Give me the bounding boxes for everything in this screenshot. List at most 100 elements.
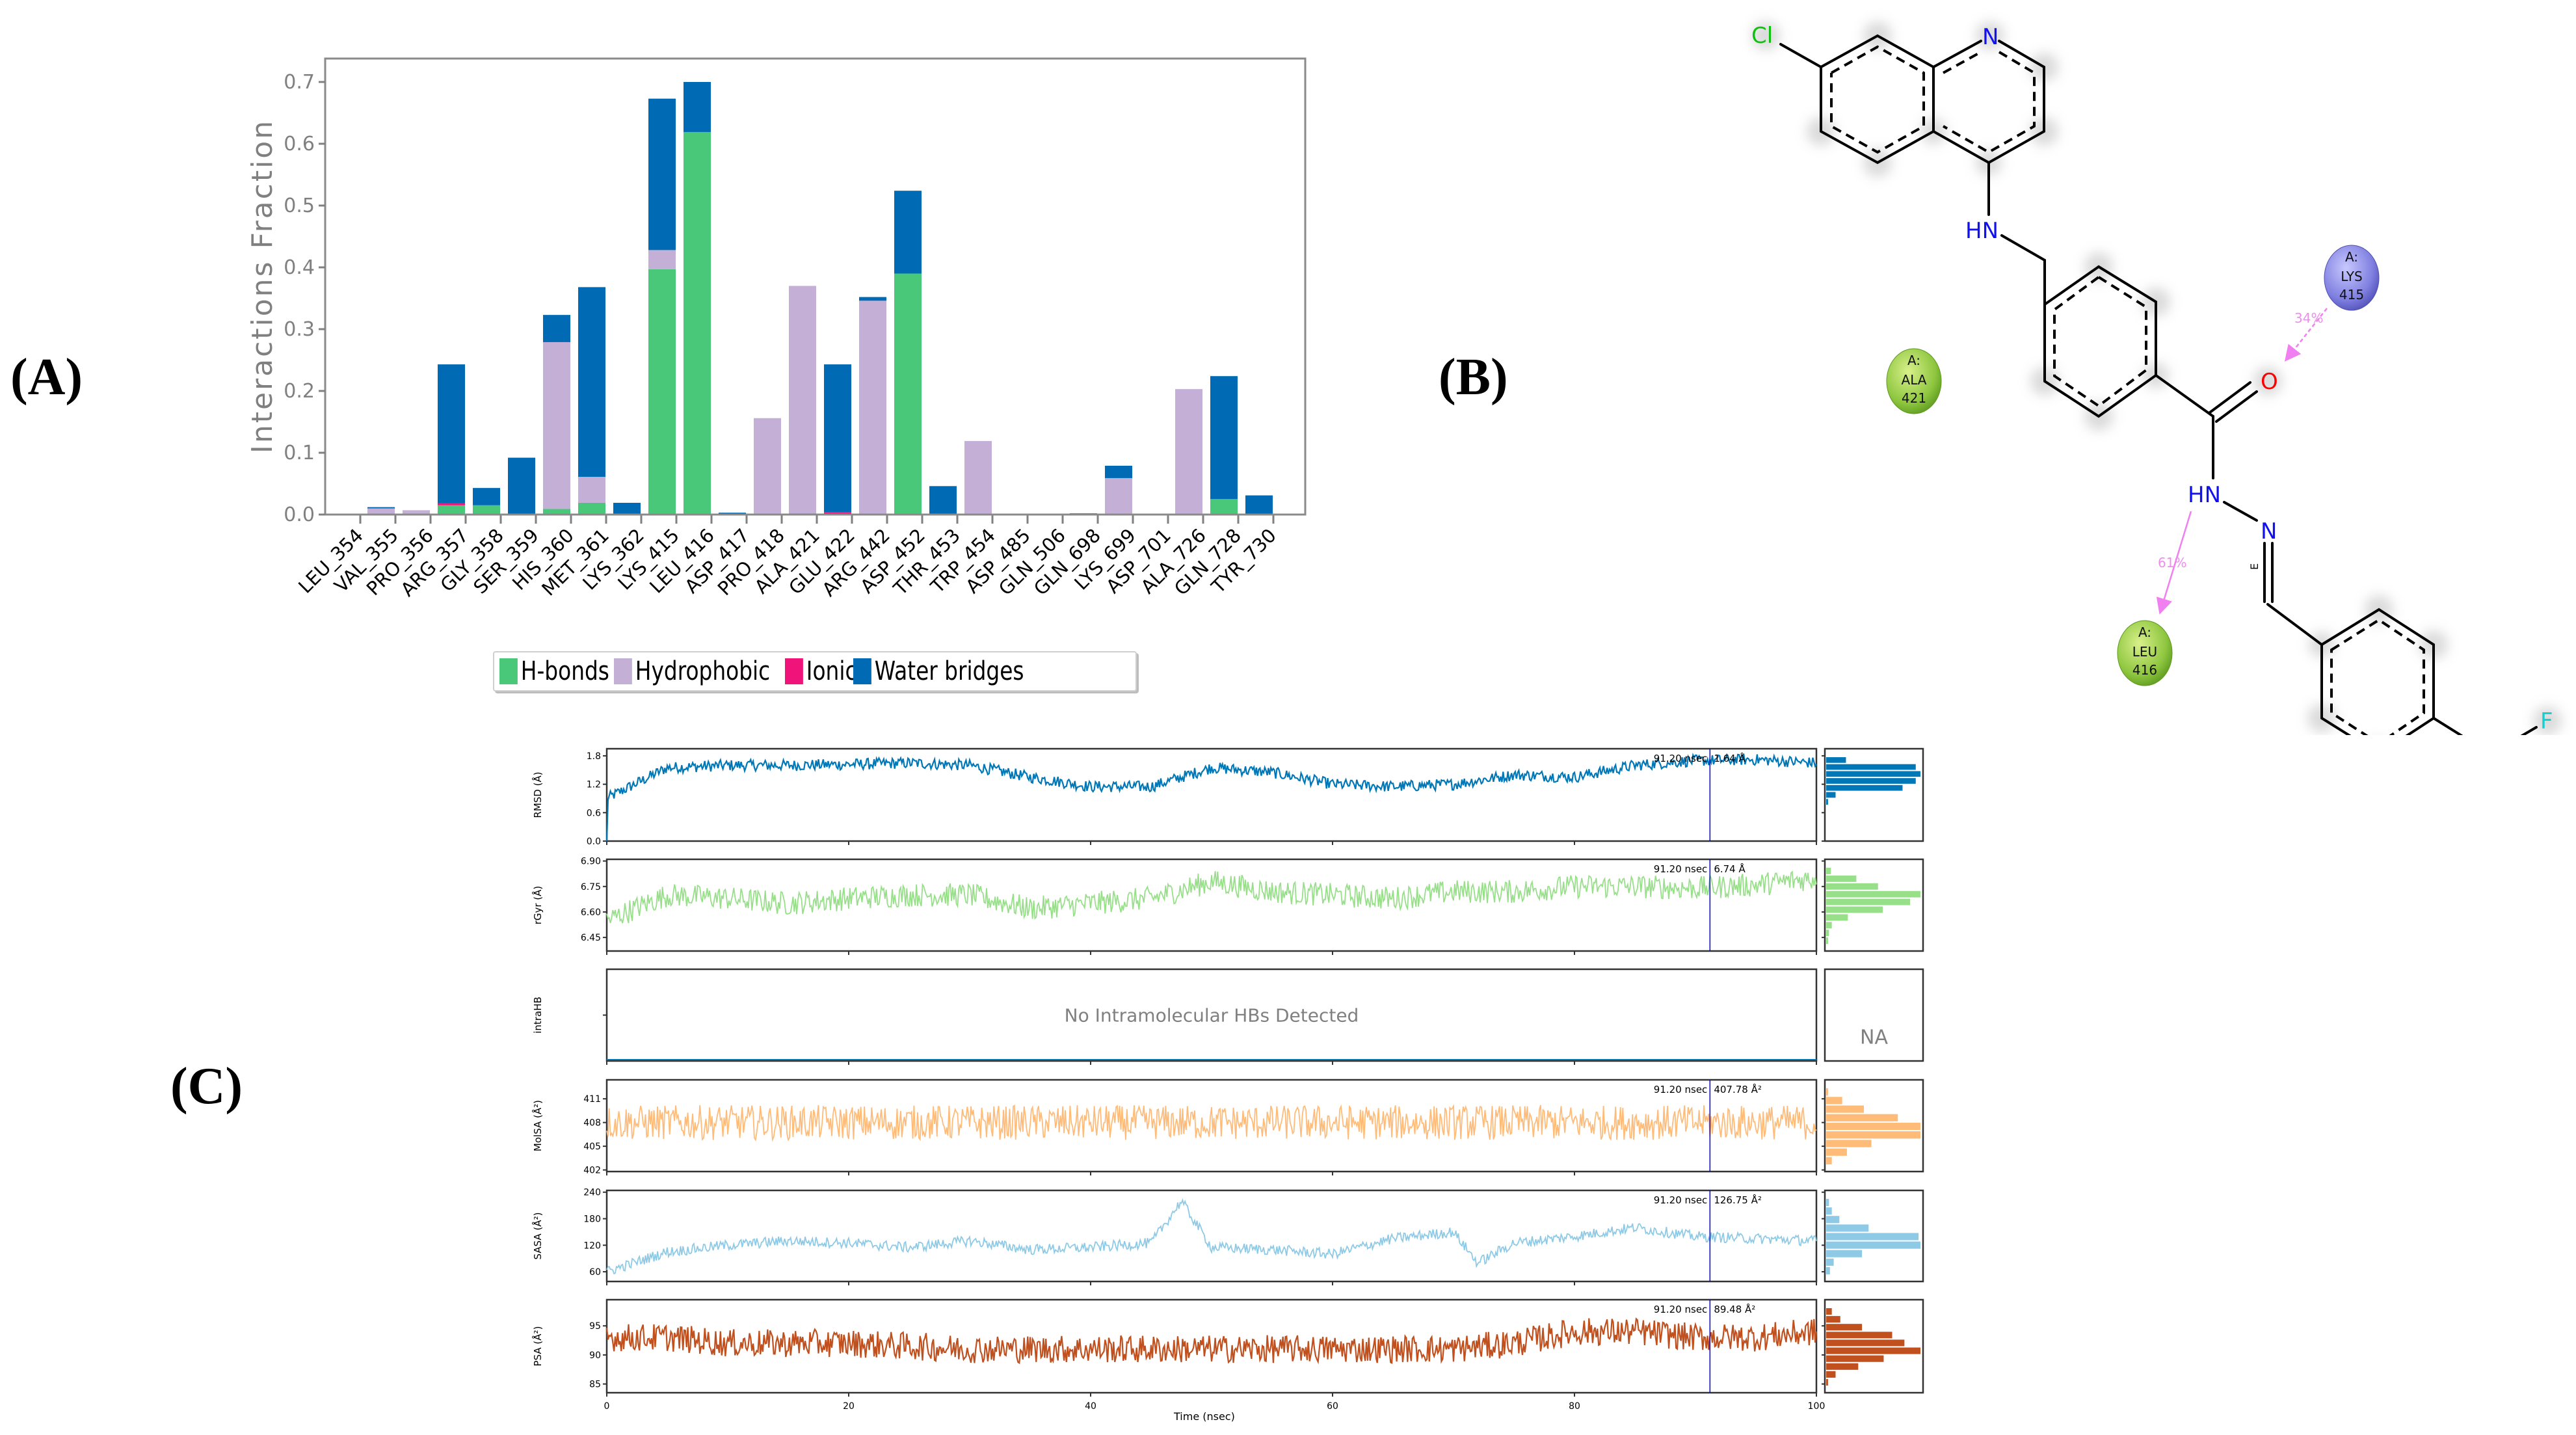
y-tick-label: 402 <box>583 1166 601 1176</box>
atom-cl: Cl <box>1751 23 1773 49</box>
histogram-bar <box>1826 757 1846 763</box>
panel-label-b: (B) <box>1439 349 1508 406</box>
histogram-bar <box>1826 875 1857 882</box>
histogram-bar <box>1826 922 1832 929</box>
time-series-line <box>605 1317 1818 1365</box>
histogram-bar <box>1826 883 1878 890</box>
bar-segment <box>754 418 781 515</box>
y-tick-label: 411 <box>583 1094 601 1105</box>
x-tick-label: 60 <box>1327 1401 1338 1412</box>
histogram-bar <box>1826 1097 1842 1105</box>
bar-segment <box>824 364 851 513</box>
bar-segment <box>1175 389 1202 515</box>
histogram-bar <box>1826 1199 1829 1207</box>
bar-segment <box>1210 499 1238 515</box>
residue-leu416: A: LEU 416 <box>2117 620 2173 686</box>
histogram-bar <box>1826 1148 1847 1156</box>
plot-frame <box>605 968 1818 1062</box>
bar-segment <box>473 488 500 505</box>
y-tick-label: 6.75 <box>581 882 601 892</box>
bar-segment <box>824 512 851 515</box>
histogram-bar <box>1826 799 1828 805</box>
marker-time-label: 91.20 nsec <box>1654 1304 1708 1315</box>
histogram-bar <box>1826 1316 1840 1323</box>
y-tick-label: 0.0 <box>284 503 315 526</box>
y-tick-label: 0.5 <box>284 194 315 217</box>
bonds <box>1779 34 2538 735</box>
bar-segment <box>473 505 500 515</box>
marker-value-label: 89.48 Å² <box>1714 1303 1755 1315</box>
residue-number: 415 <box>2339 287 2364 302</box>
histogram-frame <box>1824 747 1924 842</box>
histogram-bar <box>1826 1105 1864 1113</box>
y-axis-label: MolSA (Å²) <box>531 1100 544 1151</box>
x-tick-label: 20 <box>843 1401 855 1412</box>
legend-label: Hydrophobic <box>635 656 771 686</box>
histogram-bar <box>1826 1378 1828 1386</box>
bar-segment <box>894 191 922 274</box>
histogram-bar <box>1826 937 1828 944</box>
x-tick-label: 80 <box>1569 1401 1580 1412</box>
interaction-percent: 61% <box>2158 555 2186 570</box>
y-tick-label: 95 <box>589 1321 601 1332</box>
bar-segment <box>613 502 641 515</box>
y-tick-label: 120 <box>583 1241 601 1251</box>
atom-n: N <box>1982 24 1998 50</box>
bar-segment <box>403 510 430 515</box>
y-axis-label: RMSD (Å) <box>531 771 544 818</box>
histogram-bar <box>1826 1140 1872 1147</box>
bar-segment <box>543 342 570 509</box>
y-axis-label: rGyr (Å) <box>531 886 544 925</box>
y-tick-label: 0.6 <box>284 133 315 155</box>
y-tick-label: 0.4 <box>284 256 315 279</box>
x-tick-label: 40 <box>1085 1401 1096 1412</box>
histogram-bar <box>1826 906 1883 913</box>
histogram-bar <box>1826 1157 1832 1164</box>
legend-label: Water bridges <box>874 656 1024 686</box>
y-tick-label: 0.2 <box>284 380 315 403</box>
ligand-interaction-diagram: Cl N HN O HN N E F F F 34% 61% A: LYS 41… <box>1751 21 2562 735</box>
residue-name: LEU <box>2132 644 2157 660</box>
marker-time-label: 91.20 nsec <box>1654 1194 1708 1206</box>
histogram-bar <box>1826 1207 1832 1215</box>
interaction-percent: 34% <box>2294 310 2323 326</box>
y-tick-label: 0.0 <box>587 837 601 847</box>
y-tick-label: 85 <box>589 1380 601 1390</box>
y-tick-label: 0.7 <box>284 71 315 94</box>
y-axis-label: Interactions Fraction <box>246 119 279 453</box>
residue-number: 421 <box>1902 390 1926 406</box>
histogram-bar <box>1826 792 1836 798</box>
atom-n-imine: N <box>2261 518 2277 544</box>
histogram-bar <box>1826 1122 1920 1131</box>
histogram-bar <box>1826 764 1916 770</box>
bar-segment <box>648 98 676 250</box>
residue-chain: A: <box>1907 353 1920 368</box>
interactions-bar-chart: LEU_354VAL_355PRO_356ARG_357GLY_358SER_3… <box>246 57 1307 601</box>
histogram-bar <box>1826 771 1920 777</box>
histogram-bar <box>1826 1324 1863 1331</box>
y-tick-label: 6.90 <box>581 857 601 867</box>
residue-chain: A: <box>2138 624 2151 640</box>
bar-segment <box>578 477 605 503</box>
panel-label-a: (A) <box>10 349 83 406</box>
histogram-bar <box>1826 1363 1859 1370</box>
histogram-bar <box>1826 1355 1884 1362</box>
y-tick-label: 0.3 <box>284 318 315 341</box>
y-tick-label: 60 <box>589 1267 601 1278</box>
y-tick-label: 1.2 <box>587 780 601 790</box>
x-tick-label: 0 <box>604 1401 610 1412</box>
atom-nh-hydrazide: HN <box>2188 482 2221 508</box>
bar-segment <box>543 315 570 342</box>
residue-name: ALA <box>1902 372 1927 388</box>
histogram-bar <box>1826 891 1920 898</box>
y-tick-label: 408 <box>583 1118 601 1129</box>
residue-name: LYS <box>2341 269 2362 284</box>
aromatic-dashes <box>1830 45 2425 735</box>
bar-segment <box>543 509 570 515</box>
stereo-label: E <box>2248 563 2261 570</box>
marker-value-label: 126.75 Å² <box>1714 1194 1762 1206</box>
residue-ala421: A: ALA 421 <box>1886 348 1942 414</box>
histogram-bar <box>1826 1332 1892 1339</box>
histogram-bar <box>1826 1347 1920 1354</box>
